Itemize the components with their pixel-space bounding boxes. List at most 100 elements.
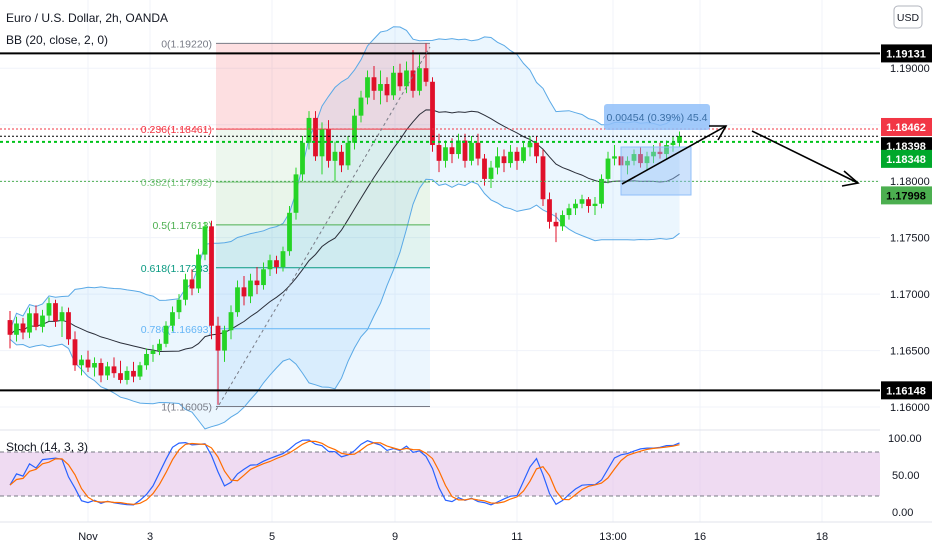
- candle-body: [332, 151, 338, 161]
- candle-body: [53, 303, 58, 322]
- candle-body: [560, 215, 565, 227]
- candle-body: [345, 142, 351, 166]
- fib-retracement-levels[interactable]: 0(1.19220) 0.236(1.18461) 0.382(1.17992) 0.…: [141, 38, 430, 413]
- stoch-k-line: [9, 439, 680, 506]
- candle-body: [417, 68, 422, 91]
- price-badge: [881, 44, 932, 63]
- price-badge: [881, 381, 932, 400]
- price-tick: 1.16500: [890, 346, 930, 358]
- stoch-lines: [9, 439, 680, 506]
- candle-body: [215, 325, 221, 351]
- time-axis[interactable]: Nov 3 5 9 11 13:00 16 18: [78, 531, 828, 543]
- candle-body: [7, 320, 13, 335]
- candle-body: [235, 287, 240, 313]
- bollinger-bands: [9, 26, 680, 430]
- candle-body: [651, 151, 656, 157]
- stoch-d-line: [9, 440, 680, 506]
- candle-body: [98, 363, 104, 376]
- fib-level-label: 0.786(1.16693): [141, 324, 212, 336]
- candle-body: [358, 97, 364, 116]
- candle-body: [553, 221, 559, 227]
- candle-body: [40, 315, 45, 327]
- candle-body: [46, 303, 52, 316]
- candle-body: [566, 208, 572, 216]
- time-tick: 16: [694, 531, 706, 543]
- price-tick: 1.16000: [890, 402, 930, 414]
- candle-body: [319, 129, 325, 157]
- candle-body: [300, 142, 305, 175]
- price-badge: [881, 186, 932, 205]
- bb-indicator-label[interactable]: BB (20, close, 2, 0): [6, 33, 108, 47]
- time-tick: 9: [392, 531, 398, 543]
- candle-body: [59, 312, 65, 322]
- candle-body: [378, 84, 383, 91]
- candle-body: [150, 350, 156, 354]
- fib-level-label: 0.5(1.17613): [152, 220, 212, 232]
- candle-body: [27, 313, 32, 333]
- fib-trend-line: [215, 46, 431, 411]
- price-tick: 1.18000: [890, 176, 930, 188]
- candle-body: [404, 70, 409, 87]
- candle-body: [85, 359, 91, 368]
- candle-body: [664, 145, 669, 155]
- price-tick: 1.17500: [890, 233, 930, 245]
- candle-body: [397, 72, 403, 87]
- price-axis[interactable]: 1.190001.185001.180001.175001.170001.165…: [881, 44, 932, 414]
- stoch-tick-0: 0.00: [892, 507, 913, 519]
- candle-body: [241, 287, 247, 297]
- candle-body: [469, 142, 474, 161]
- candle-body: [534, 142, 539, 157]
- fib-level-label: 0(1.19220): [161, 38, 212, 50]
- currency-button[interactable]: [893, 5, 923, 29]
- stoch-tick-50: 50.00: [892, 470, 920, 482]
- price-tick: 1.17000: [890, 289, 930, 301]
- bb-fill: [10, 26, 680, 429]
- fib-level-label: 1(1.16005): [161, 401, 212, 413]
- candle-body: [501, 156, 507, 164]
- candle-body: [391, 72, 396, 96]
- candle-body: [131, 370, 136, 377]
- candle-body: [547, 199, 552, 222]
- candle-body: [365, 77, 370, 98]
- fib-level-label: 0.618(1.17233): [141, 263, 212, 275]
- candle-body: [183, 279, 188, 300]
- drawing-tools[interactable]: 0.00454 (0.39%) 45.4: [215, 46, 860, 411]
- candle-body: [592, 203, 598, 207]
- price-badge: [881, 117, 932, 136]
- candle-body: [189, 279, 195, 289]
- stoch-label[interactable]: Stoch (14, 3, 3): [6, 440, 88, 454]
- candle-body: [430, 81, 435, 146]
- price-badge-label: 1.17998: [886, 190, 926, 202]
- trend-arrow-up[interactable]: [621, 125, 727, 185]
- measure-box[interactable]: [620, 146, 692, 196]
- candle-body: [157, 343, 162, 351]
- candle-body: [280, 251, 286, 268]
- trend-arrow-down[interactable]: [751, 130, 859, 184]
- candle-body: [449, 147, 455, 155]
- candle-body: [677, 135, 682, 143]
- price-badge-label: 1.18462: [886, 122, 926, 134]
- candle-body: [274, 260, 279, 268]
- candle-body: [371, 77, 377, 91]
- candle-body: [599, 178, 604, 204]
- measure-label: 0.00454 (0.39%) 45.4: [607, 112, 708, 124]
- fib-zone: [216, 328, 430, 407]
- fib-level-label: 0.236(1.18461): [141, 124, 212, 136]
- price-badge-label: 1.19131: [886, 48, 926, 60]
- candle-body: [423, 68, 429, 82]
- candle-body: [352, 115, 357, 143]
- candle-body: [313, 117, 318, 157]
- candle-body: [462, 140, 468, 161]
- candle-body: [436, 145, 442, 161]
- candle-body: [209, 226, 214, 326]
- candle-body: [33, 313, 39, 327]
- candle-body: [521, 147, 526, 161]
- fib-zone: [216, 182, 430, 225]
- candle-body: [92, 363, 97, 368]
- candle-body: [605, 158, 611, 179]
- horizontal-levels[interactable]: [0, 52, 880, 392]
- currency-label: USD: [897, 12, 920, 24]
- candle-body: [306, 117, 312, 143]
- candle-body: [384, 84, 390, 96]
